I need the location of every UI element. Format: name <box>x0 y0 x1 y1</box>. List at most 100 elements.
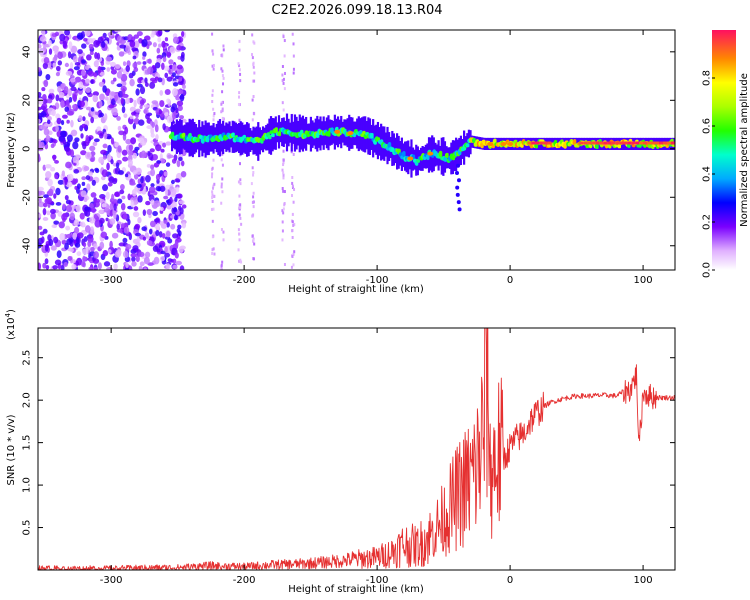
spectrogram-noise-cell <box>172 264 178 270</box>
spectrogram-noise-cell <box>68 41 73 50</box>
spectrogram-noise-cell <box>62 203 66 210</box>
spectrogram-noise-cell <box>76 183 81 190</box>
spectrogram-peak-cell <box>667 141 672 145</box>
spectrogram-noise-cell <box>98 81 105 87</box>
spectrogram-noise-cell <box>124 126 129 135</box>
spectrogram-noise-cell <box>56 117 62 125</box>
spectrogram-noise-cell <box>43 128 50 136</box>
spectrogram-noise-cell <box>50 212 56 220</box>
spectrogram-noise-cell <box>172 64 177 72</box>
spectrogram-noise-cell <box>72 55 78 63</box>
spectrogram-streak-cell <box>221 100 224 104</box>
spectrogram-noise-cell <box>160 148 165 153</box>
spectrogram-noise-cell <box>62 40 67 49</box>
spectrogram-noise-cell <box>122 250 129 259</box>
spectrogram-noise-cell <box>87 38 94 44</box>
spectrogram-noise-cell <box>72 156 80 164</box>
spectrogram-noise-cell <box>74 178 79 184</box>
spectrogram-streak-cell <box>281 209 284 213</box>
spectrogram-streak-cell <box>238 68 241 72</box>
spectrogram-y-ticks: -40 -20 0 20 40 <box>22 45 675 254</box>
spectrogram-noise-cell <box>110 80 115 85</box>
spectrogram-noise-cell <box>59 130 67 138</box>
spectrogram-noise-cell <box>156 47 161 54</box>
spectrogram-noise-cell <box>132 55 137 60</box>
spectrogram-peak-cell <box>627 141 632 145</box>
spectrogram-noise-cell <box>175 186 180 193</box>
spectrogram-noise-cell <box>123 113 128 118</box>
spectrogram-noise-cell <box>87 240 92 247</box>
spectrogram-noise-cell <box>80 133 84 139</box>
spectrogram-noise-cell <box>120 223 126 229</box>
spectrogram-peak-cell <box>543 141 548 145</box>
spectrogram-noise-cell <box>173 207 178 213</box>
spectrogram-noise-cell <box>176 160 181 168</box>
spectrogram-noise-cell <box>59 33 66 42</box>
spectrogram-noise-cell <box>158 43 162 48</box>
spectrogram-noise-cell <box>70 86 77 92</box>
spectrogram-noise-cell <box>133 34 140 39</box>
spectrogram-streak-cell <box>220 102 223 106</box>
spectrogram-noise-cell <box>61 170 66 177</box>
spectrogram-streak-cell <box>283 87 286 91</box>
spectrogram-noise-cell <box>146 164 151 168</box>
spectrogram-noise-cell <box>164 37 169 42</box>
spectrogram-streak-cell <box>222 76 225 80</box>
spectrogram-streak-cell <box>281 187 284 191</box>
spectrogram-noise-cell <box>179 265 185 270</box>
spectrogram-ridge-core <box>231 132 236 138</box>
spectrogram-noise-cell <box>85 134 89 143</box>
spectrogram-noise-cell <box>167 154 174 159</box>
spectrogram-noise-cell <box>89 226 95 235</box>
spectrogram-noise-cell <box>75 204 81 213</box>
spectrogram-streak-cell <box>220 201 223 205</box>
spectrogram-noise-cell <box>92 94 99 103</box>
spectrogram-streak-cell <box>291 235 294 239</box>
spectrogram-streak-cell <box>238 207 241 211</box>
spectrogram-noise-cell <box>135 88 140 96</box>
spectrogram-noise-cell <box>61 239 67 245</box>
spectrogram-hot-spot <box>427 151 434 156</box>
spectrogram-noise-cell <box>43 79 49 88</box>
spectrogram-streak-cell <box>291 255 294 259</box>
spectrogram-noise-cell <box>158 109 162 115</box>
spectrogram-noise-cell <box>99 217 105 224</box>
spectrogram-peak-cell <box>675 142 679 145</box>
spectrogram-noise-cell <box>149 148 155 153</box>
spectrogram-noise-cell <box>84 206 91 212</box>
spectrogram-noise-cell <box>102 85 107 93</box>
spectrogram-noise-cell <box>98 100 103 108</box>
spectrogram-noise-cell <box>80 150 87 156</box>
snr-x-tick-label: -200 <box>233 575 256 586</box>
spectrogram-noise-cell <box>92 141 98 147</box>
spectrogram-streak-cell <box>237 248 240 252</box>
spectrogram-noise-cell <box>66 110 74 116</box>
spectrogram-noise-cell <box>159 89 164 96</box>
spectrogram-noise-cell <box>76 257 83 266</box>
spectrogram-noise-cell <box>85 106 92 111</box>
spectrogram-noise-cell <box>125 45 131 54</box>
spectrogram-noise-cell <box>100 149 107 155</box>
spectrogram-noise-cell <box>42 62 48 70</box>
spectrogram-peak-cell <box>643 141 648 145</box>
spectrogram-noise-cell <box>67 256 73 262</box>
spectrogram-streak-cell <box>211 251 214 255</box>
spectrogram-noise-cell <box>47 178 53 187</box>
spectrogram-noise-cell <box>85 175 91 181</box>
spectrogram-noise-cell <box>62 139 67 145</box>
spectrogram-noise-cell <box>146 125 153 130</box>
spectrogram-noise-cell <box>64 177 68 186</box>
spectrogram-peak-cell <box>623 141 628 145</box>
spectrogram-streak-cell <box>282 189 285 193</box>
spectrogram-noise-cell <box>114 30 121 33</box>
spectrogram-noise-cell <box>110 91 116 96</box>
spectrogram-streak-cell <box>292 67 295 71</box>
spectrogram-streak-cell <box>291 176 294 180</box>
spectrogram-noise-cell <box>165 263 171 270</box>
spectrogram-streak-cell <box>213 182 216 186</box>
spectrogram-noise-cell <box>172 36 179 44</box>
spectrogram-noise-cell <box>122 61 127 66</box>
spectrogram-streak-cell <box>237 62 240 66</box>
spectrogram-peak-cell <box>655 141 660 145</box>
